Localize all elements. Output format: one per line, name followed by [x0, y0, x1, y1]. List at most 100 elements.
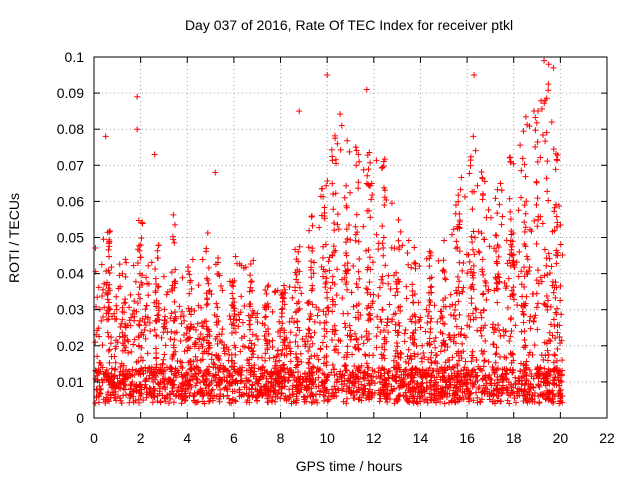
- data-point: [385, 391, 392, 398]
- data-point: [545, 351, 552, 358]
- data-point: [550, 377, 557, 384]
- data-point: [470, 286, 477, 293]
- data-point: [392, 321, 399, 328]
- data-point: [521, 202, 528, 209]
- data-point: [195, 398, 202, 405]
- data-point: [127, 322, 134, 329]
- data-point: [278, 313, 285, 320]
- data-point: [411, 291, 418, 298]
- data-point: [309, 340, 316, 347]
- data-point: [477, 328, 484, 335]
- data-point: [532, 312, 539, 319]
- data-point: [367, 159, 374, 166]
- y-tick-label: 0.05: [57, 230, 84, 246]
- data-point: [478, 396, 485, 403]
- data-point: [328, 146, 335, 153]
- data-point: [334, 266, 341, 273]
- data-point: [210, 360, 217, 367]
- data-point: [162, 342, 169, 349]
- data-point: [151, 151, 158, 158]
- data-point: [452, 307, 459, 314]
- data-point: [111, 316, 118, 323]
- data-point: [143, 274, 150, 281]
- data-point: [507, 392, 514, 399]
- data-point: [278, 306, 285, 313]
- data-point: [494, 382, 501, 389]
- data-point: [274, 287, 281, 294]
- data-point: [534, 108, 541, 115]
- data-point: [153, 361, 160, 368]
- data-point: [153, 333, 160, 340]
- data-point: [194, 320, 201, 327]
- data-point: [355, 238, 362, 245]
- data-point: [341, 377, 348, 384]
- y-tick-label: 0.06: [57, 193, 84, 209]
- data-point: [323, 319, 330, 326]
- data-point: [392, 310, 399, 317]
- data-point: [485, 374, 492, 381]
- data-point: [549, 387, 556, 394]
- data-point: [426, 263, 433, 270]
- data-point: [343, 239, 350, 246]
- data-point: [499, 213, 506, 220]
- data-point: [95, 366, 102, 373]
- data-point: [204, 333, 211, 340]
- data-point: [475, 228, 482, 235]
- data-point: [156, 388, 163, 395]
- data-point: [529, 398, 536, 405]
- data-point: [296, 376, 303, 383]
- data-point: [296, 108, 303, 115]
- data-point: [518, 194, 525, 201]
- data-point: [104, 374, 111, 381]
- data-point: [479, 190, 486, 197]
- data-point: [267, 370, 274, 377]
- data-point: [543, 255, 550, 262]
- data-point: [508, 287, 515, 294]
- data-point: [542, 138, 549, 145]
- data-point: [507, 367, 514, 374]
- data-point: [352, 231, 359, 238]
- data-point: [353, 211, 360, 218]
- data-point: [341, 274, 348, 281]
- data-point: [235, 371, 242, 378]
- data-point: [450, 364, 457, 371]
- data-point: [487, 380, 494, 387]
- data-point: [545, 297, 552, 304]
- data-point: [273, 353, 280, 360]
- data-point: [178, 400, 185, 407]
- data-point: [362, 385, 369, 392]
- data-point: [258, 354, 265, 361]
- data-point: [102, 399, 109, 406]
- data-point: [335, 349, 342, 356]
- data-point: [214, 333, 221, 340]
- data-point: [379, 280, 386, 287]
- data-point: [432, 352, 439, 359]
- data-point: [263, 389, 270, 396]
- data-point: [292, 246, 299, 253]
- data-point: [294, 324, 301, 331]
- data-point: [426, 342, 433, 349]
- data-point: [279, 289, 286, 296]
- data-point: [304, 338, 311, 345]
- data-point: [326, 267, 333, 274]
- data-point: [315, 374, 322, 381]
- data-point: [321, 325, 328, 332]
- data-point: [522, 224, 529, 231]
- data-point: [214, 304, 221, 311]
- data-point: [510, 284, 517, 291]
- data-point: [171, 330, 178, 337]
- data-point: [134, 299, 141, 306]
- data-point: [114, 375, 121, 382]
- data-point: [127, 291, 134, 298]
- data-point: [453, 290, 460, 297]
- data-point: [206, 363, 213, 370]
- data-point: [126, 394, 133, 401]
- data-point: [310, 270, 317, 277]
- data-point: [469, 272, 476, 279]
- data-point: [407, 352, 414, 359]
- data-point: [188, 365, 195, 372]
- data-point: [249, 287, 256, 294]
- data-point: [492, 351, 499, 358]
- data-point: [458, 174, 465, 181]
- data-point: [229, 396, 236, 403]
